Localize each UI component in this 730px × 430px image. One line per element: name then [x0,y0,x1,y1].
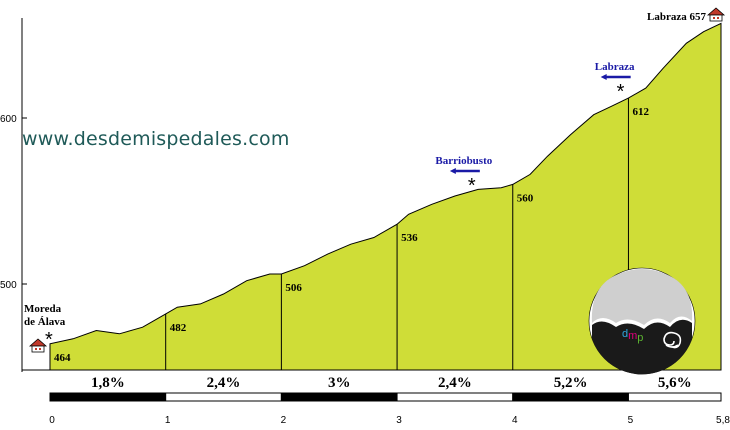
junction-label: Labraza [595,61,635,73]
house-window [35,348,37,350]
y-tick-label: 600 [0,114,17,125]
gradient-label: 2,4% [207,375,241,391]
summit-label: Labraza 657 [647,11,706,23]
x-tick-label: 2 [281,415,287,426]
watermark-url: www.desdemispedales.com [22,128,290,150]
scale-bar-layer [49,392,722,402]
scale-segment [280,392,398,402]
house-roof [706,7,726,16]
junction-label: Barriobusto [435,155,492,167]
elevation-label: 536 [401,232,418,244]
junction-asterisk-icon: * [468,175,476,197]
house-body [709,14,723,22]
junction-arrow-head [449,168,456,174]
scale-segment [49,392,167,402]
start-town-label: Moreda [24,303,62,315]
logo-letter: d [622,328,628,340]
house-window [39,348,41,350]
gradient-label: 3% [328,375,351,391]
scale-segment [627,392,722,402]
junction-asterisk-icon: * [617,81,625,103]
scale-segment [512,392,629,402]
start-asterisk-icon: * [45,329,53,351]
elevation-label: 506 [285,282,302,294]
elevation-label: 612 [632,106,649,118]
scale-segment [396,392,514,402]
x-tick-label: 5,8 [716,415,730,426]
dmp-logo: dmp [588,267,696,375]
gradient-label: 5,6% [658,375,692,391]
gradient-label: 1,8% [91,375,125,391]
x-tick-label: 0 [49,415,55,426]
house-body [31,345,45,353]
axis-layer: 500 600 0 1 2 3 4 5 5,8 [0,18,730,426]
logo-letters: dmp [622,328,643,344]
town-house-icon [706,7,726,22]
elevation-label: 464 [54,352,71,364]
logo-letter: p [637,332,643,344]
house-window [713,17,715,19]
start-town-label: de Álava [24,316,66,328]
scale-segment [165,392,282,402]
elevation-label: 482 [170,322,187,334]
label-layer: 464 482 506 536 560 612 1,8% 2,4% 3% 2,4% 5,2% 5,6%… [24,7,726,391]
x-tick-label: 4 [512,415,518,426]
x-tick-label: 3 [396,415,402,426]
house-roof [28,338,48,347]
logo-letter: m [628,330,637,342]
y-tick-label: 500 [0,280,17,291]
x-tick-label: 1 [165,415,171,426]
junction-arrow-head [600,74,607,80]
gradient-label: 2,4% [438,375,472,391]
x-tick-label: 5 [628,415,634,426]
town-house-icon [28,338,48,353]
house-window [717,17,719,19]
gradient-label: 5,2% [554,375,588,391]
elevation-label: 560 [517,192,534,204]
